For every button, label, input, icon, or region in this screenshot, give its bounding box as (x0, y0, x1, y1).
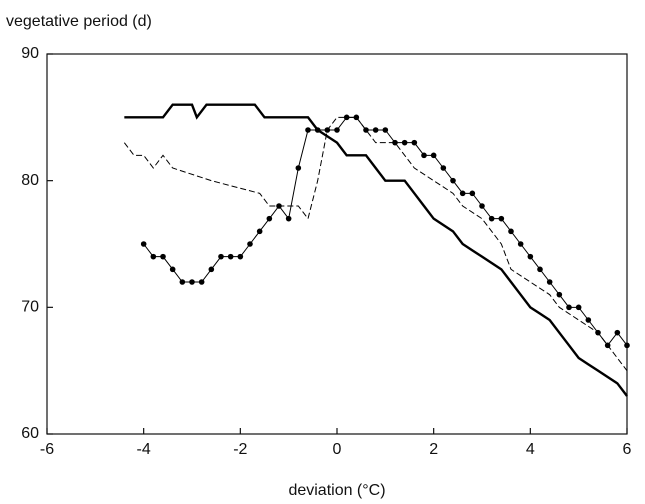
data-point (160, 253, 166, 260)
data-point (624, 342, 630, 349)
data-point (440, 165, 447, 171)
y-tick-label: 90 (21, 45, 39, 62)
data-point (411, 139, 418, 146)
data-point (498, 215, 505, 222)
data-point (334, 127, 340, 133)
data-point (295, 165, 302, 171)
data-point (537, 266, 543, 273)
y-tick-label: 60 (21, 425, 39, 442)
data-point (218, 253, 224, 260)
data-point (556, 291, 563, 298)
x-tick-label: 4 (526, 441, 535, 458)
x-tick-label: -6 (40, 441, 54, 458)
data-point (450, 177, 456, 184)
data-point (421, 152, 427, 159)
data-point (479, 203, 485, 209)
data-point (353, 114, 360, 121)
data-point (604, 342, 611, 349)
data-point (285, 215, 292, 222)
series-line (123, 116, 628, 371)
data-point (575, 304, 582, 311)
data-point (227, 253, 234, 260)
data-point (469, 190, 476, 197)
y-tick-label: 70 (21, 299, 39, 316)
data-point (198, 279, 205, 285)
data-point (585, 317, 592, 323)
data-point (546, 279, 553, 285)
x-tick-label: -4 (137, 441, 151, 458)
data-point (256, 228, 263, 235)
data-point (392, 139, 398, 146)
data-point (237, 253, 244, 260)
data-point (614, 329, 621, 336)
data-point (140, 241, 147, 247)
x-tick-label: 6 (623, 441, 632, 458)
data-point (305, 127, 311, 133)
data-point (382, 127, 389, 133)
data-point (459, 190, 466, 197)
series-line (124, 103, 628, 397)
data-point (430, 152, 437, 159)
series-line (143, 116, 628, 347)
data-point (517, 241, 524, 247)
x-tick-label: 2 (429, 441, 438, 458)
data-point (276, 203, 282, 209)
data-point (208, 266, 215, 273)
data-point (189, 279, 195, 285)
data-point (150, 253, 157, 260)
data-point (314, 127, 321, 133)
y-tick-label: 80 (21, 172, 39, 189)
data-point (372, 127, 379, 133)
data-point (247, 241, 253, 247)
data-point (179, 279, 186, 285)
data-point (488, 215, 495, 222)
x-tick-label: 0 (333, 441, 342, 458)
y-axis-label: vegetative period (d) (6, 13, 152, 30)
data-point (508, 228, 514, 235)
data-point (401, 139, 408, 146)
data-point (566, 304, 572, 311)
plot-frame (46, 53, 628, 435)
data-point (266, 215, 273, 222)
x-tick-label: -2 (233, 441, 247, 458)
data-point (169, 266, 176, 273)
data-point (363, 127, 369, 133)
x-axis-label: deviation (°C) (288, 482, 385, 499)
data-point (595, 329, 601, 336)
data-point (527, 253, 534, 260)
data-point (343, 114, 350, 121)
data-point (324, 127, 331, 133)
